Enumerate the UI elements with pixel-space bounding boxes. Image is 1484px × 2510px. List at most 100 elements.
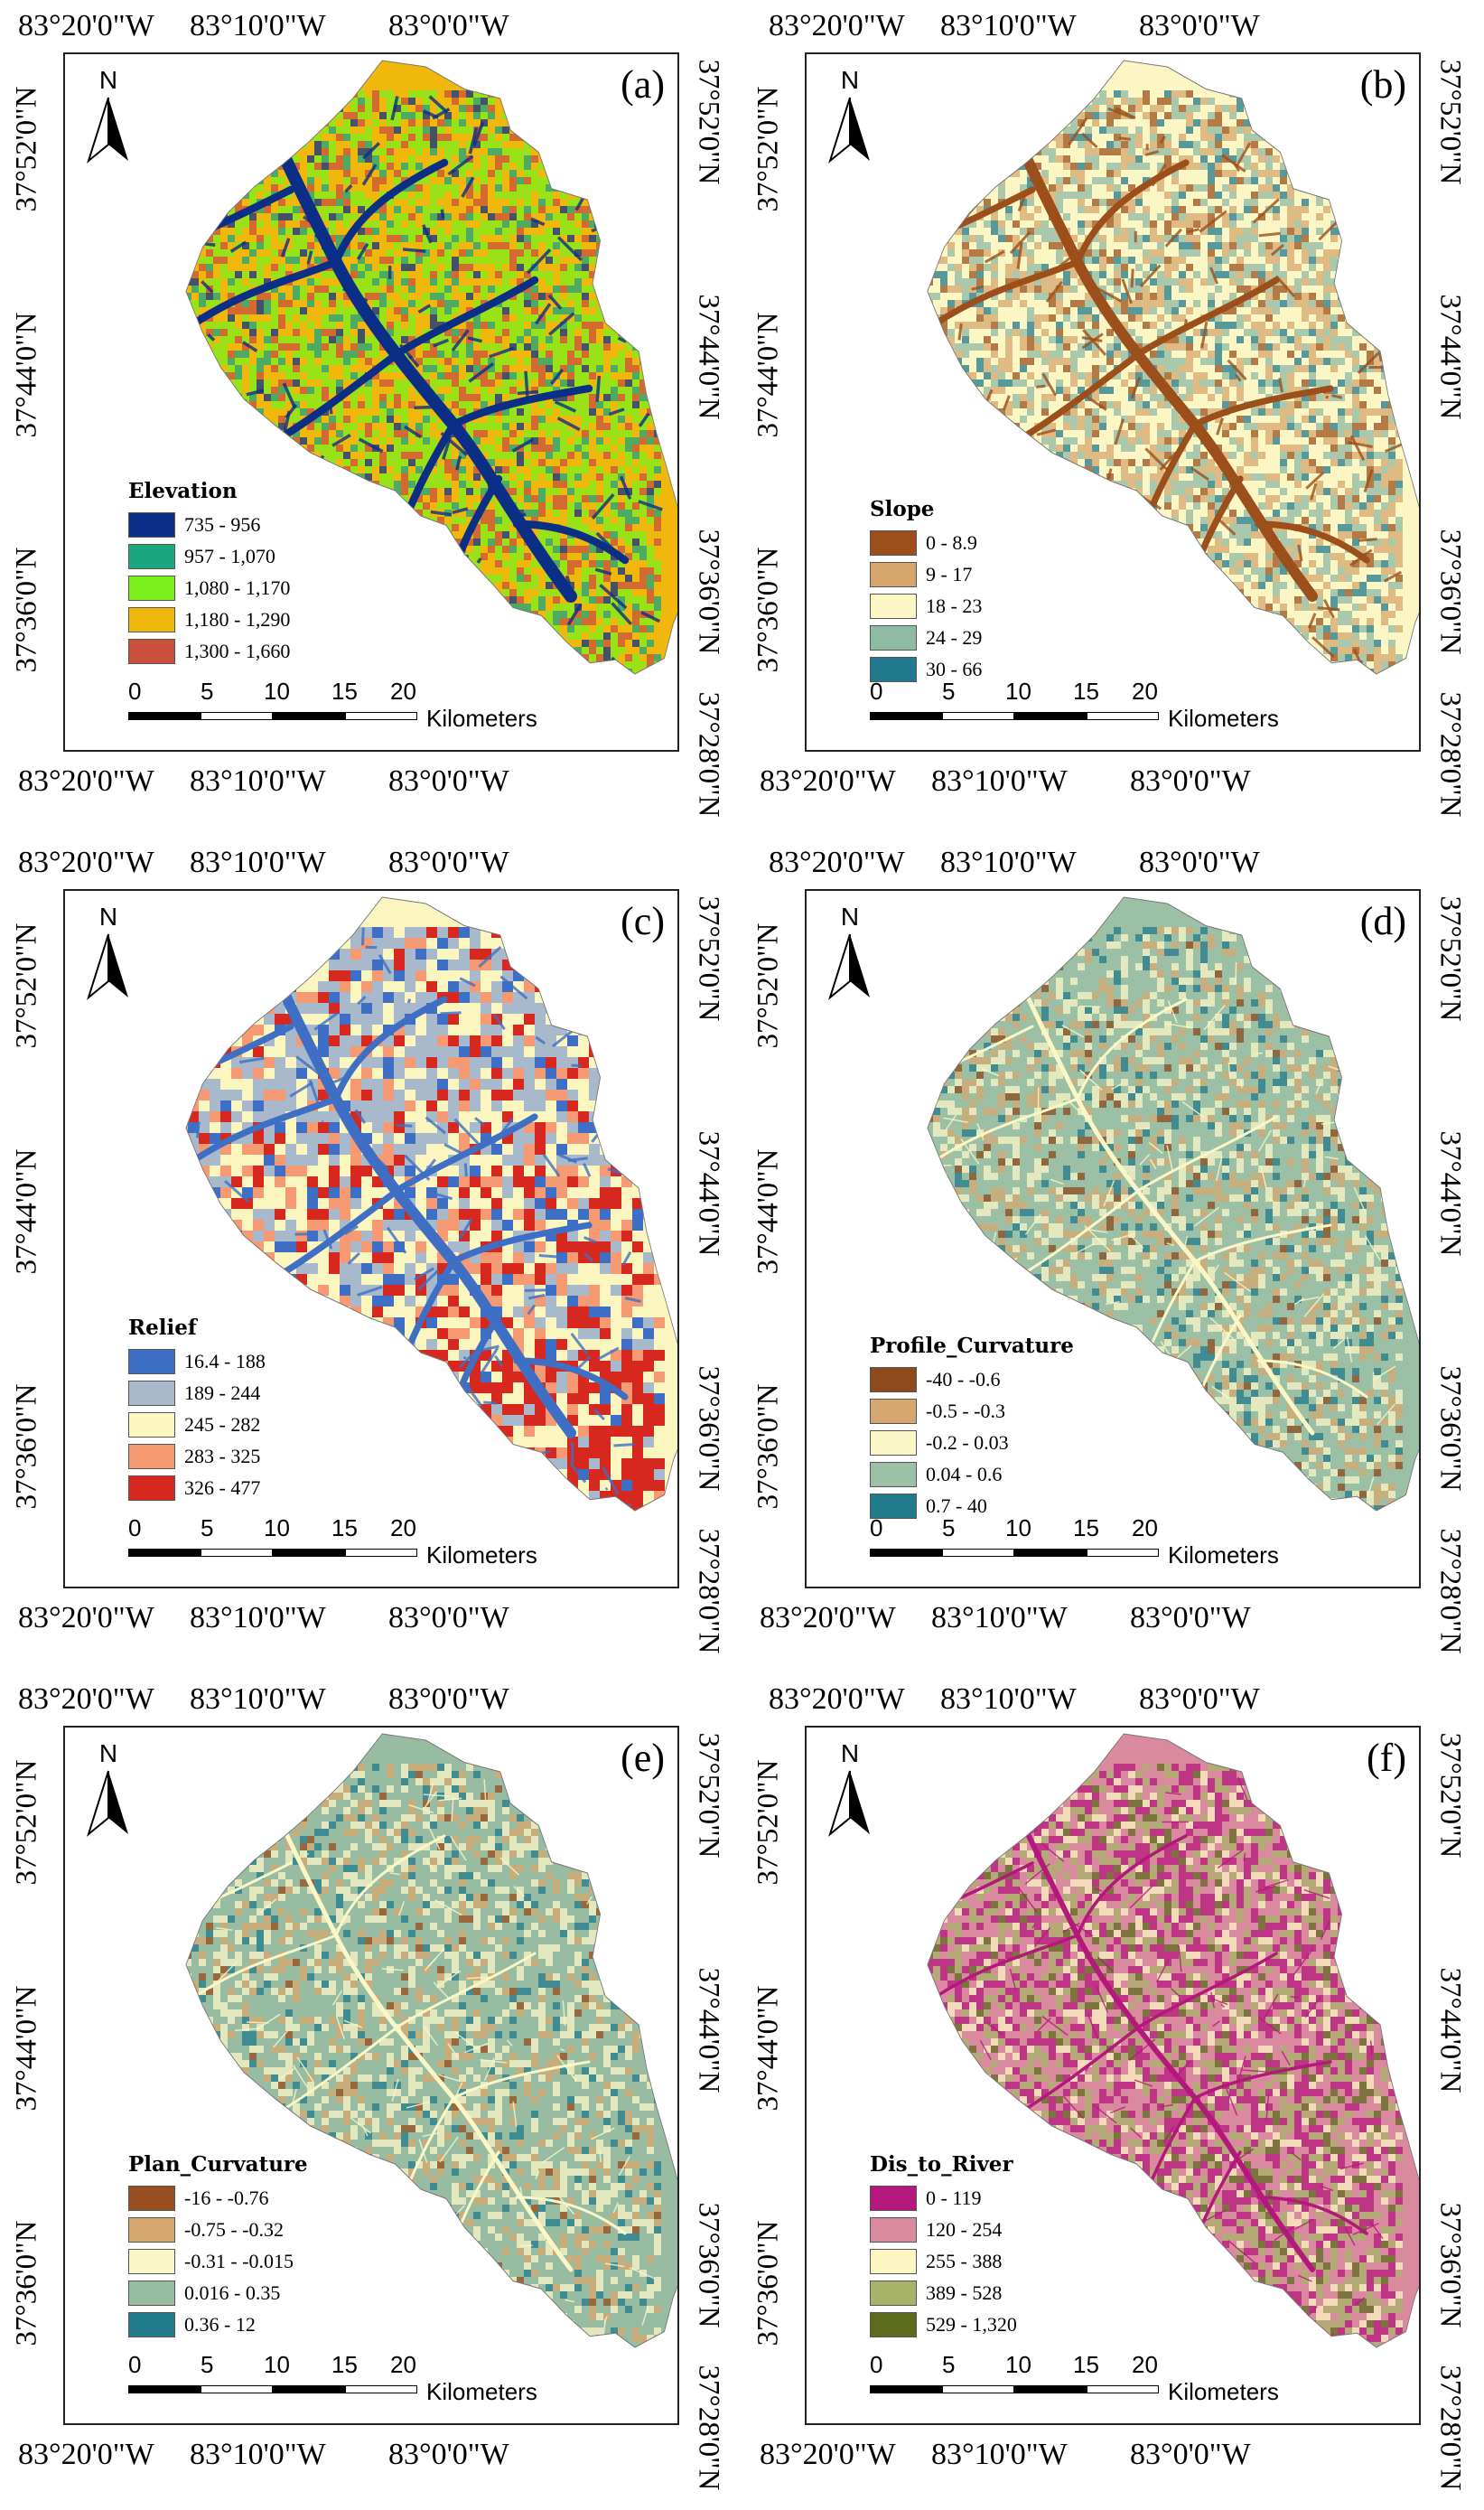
raster-cell <box>343 228 350 235</box>
raster-cell <box>654 286 661 293</box>
raster-cell <box>589 329 596 336</box>
raster-cell <box>459 98 466 105</box>
raster-cell <box>444 488 452 495</box>
raster-cell <box>423 596 430 604</box>
raster-cell <box>329 416 336 423</box>
raster-cell <box>495 546 502 553</box>
raster-cell <box>618 322 625 329</box>
raster-cell <box>560 488 567 495</box>
raster-cell <box>372 98 379 105</box>
raster-cell <box>495 582 502 589</box>
raster-cell <box>430 134 437 141</box>
raster-cell <box>632 242 639 249</box>
raster-cell <box>603 300 611 307</box>
raster-cell <box>466 199 473 206</box>
raster-cell <box>228 466 235 473</box>
raster-cell <box>538 430 546 437</box>
raster-cell <box>603 119 611 126</box>
raster-cell <box>495 213 502 220</box>
raster-cell <box>264 372 271 379</box>
raster-cell <box>517 213 524 220</box>
raster-cell <box>235 141 242 148</box>
raster-cell <box>574 546 582 553</box>
raster-cell <box>509 459 517 466</box>
raster-cell <box>538 567 546 575</box>
raster-cell <box>314 575 322 582</box>
raster-cell <box>654 314 661 322</box>
raster-cell <box>423 90 430 98</box>
raster-cell <box>307 286 314 293</box>
raster-cell <box>365 249 372 257</box>
raster-cell <box>293 560 300 567</box>
raster-cell <box>379 372 387 379</box>
raster-cell <box>509 553 517 560</box>
raster-cell <box>199 437 206 445</box>
raster-cell <box>401 488 408 495</box>
raster-cell <box>307 90 314 98</box>
raster-cell <box>300 546 307 553</box>
raster-cell <box>206 351 213 358</box>
raster-cell <box>589 582 596 589</box>
raster-cell <box>329 119 336 126</box>
raster-cell <box>285 192 293 199</box>
raster-cell <box>170 155 177 163</box>
raster-cell <box>307 502 314 510</box>
raster-cell <box>560 379 567 387</box>
raster-cell <box>531 372 538 379</box>
raster-cell <box>307 322 314 329</box>
raster-cell <box>235 379 242 387</box>
raster-cell <box>170 228 177 235</box>
raster-cell <box>358 98 365 105</box>
raster-cell <box>401 220 408 228</box>
raster-cell <box>466 170 473 177</box>
raster-cell <box>278 199 285 206</box>
raster-cell <box>582 249 589 257</box>
raster-cell <box>582 307 589 314</box>
raster-cell <box>228 322 235 329</box>
raster-cell <box>430 589 437 596</box>
raster-cell <box>582 510 589 517</box>
raster-cell <box>611 293 618 300</box>
raster-cell <box>394 271 401 278</box>
raster-cell <box>257 206 264 213</box>
raster-cell <box>546 351 553 358</box>
raster-cell <box>300 177 307 184</box>
raster-cell <box>235 314 242 322</box>
raster-cell <box>488 452 495 459</box>
raster-cell <box>611 365 618 372</box>
raster-cell <box>329 589 336 596</box>
raster-cell <box>611 430 618 437</box>
raster-cell <box>596 119 603 126</box>
raster-cell <box>560 329 567 336</box>
raster-cell <box>278 300 285 307</box>
raster-cell <box>271 242 278 249</box>
raster-cell <box>618 343 625 351</box>
raster-cell <box>481 155 488 163</box>
raster-cell <box>473 502 481 510</box>
raster-cell <box>278 401 285 408</box>
raster-cell <box>358 199 365 206</box>
raster-cell <box>358 329 365 336</box>
raster-cell <box>488 459 495 466</box>
raster-cell <box>314 394 322 401</box>
raster-cell <box>387 242 394 249</box>
raster-cell <box>625 163 632 170</box>
raster-cell <box>560 546 567 553</box>
raster-cell <box>632 228 639 235</box>
raster-cell <box>596 199 603 206</box>
raster-cell <box>408 589 415 596</box>
raster-cell <box>170 300 177 307</box>
raster-cell <box>639 206 647 213</box>
raster-cell <box>488 416 495 423</box>
raster-cell <box>502 249 509 257</box>
raster-cell <box>300 575 307 582</box>
raster-cell <box>271 300 278 307</box>
raster-cell <box>509 416 517 423</box>
raster-cell <box>394 445 401 452</box>
raster-cell <box>524 148 531 155</box>
raster-cell <box>430 567 437 575</box>
raster-cell <box>293 575 300 582</box>
raster-cell <box>481 481 488 488</box>
raster-cell <box>293 510 300 517</box>
raster-cell <box>314 445 322 452</box>
